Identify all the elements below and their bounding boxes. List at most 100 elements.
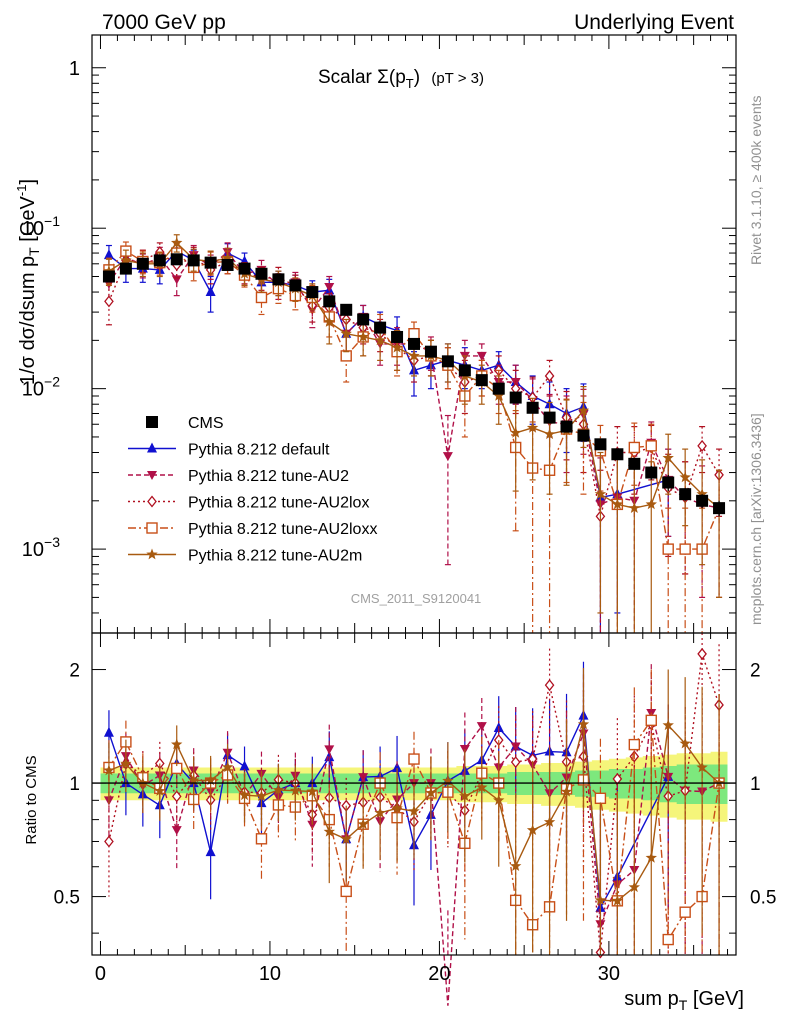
marker [662, 933, 674, 946]
series-4 [103, 241, 725, 633]
marker [102, 270, 115, 283]
marker [221, 761, 234, 773]
main-panel: 1 10−1 10−2 10−3 CMS_2011_S9120041 Scalar Σ… [14, 34, 737, 634]
marker [289, 784, 302, 796]
marker [255, 267, 268, 280]
marker [307, 820, 318, 830]
marker [153, 254, 166, 267]
marker [146, 416, 158, 428]
marker [425, 787, 437, 798]
marker [104, 295, 114, 308]
marker [323, 825, 335, 837]
marker [697, 439, 707, 452]
marker [645, 851, 657, 863]
marker [493, 359, 504, 370]
x-tick-label: 0 [95, 963, 106, 985]
y-tick-label: 1 [69, 58, 80, 80]
marker [442, 774, 454, 786]
series-0 [102, 253, 726, 517]
main-series-layer [102, 234, 726, 633]
marker [188, 774, 200, 786]
marker [493, 390, 505, 401]
marker [119, 262, 132, 275]
marker [510, 426, 522, 438]
marker [221, 252, 234, 264]
marker [560, 420, 573, 433]
rivet-label: Rivet 3.1.10, ≥ 400k events [748, 95, 764, 265]
marker [645, 440, 657, 452]
ratio-y-tick-label-right: 1 [750, 774, 761, 795]
legend-label: Pythia 8.212 tune-AU2loxx [188, 521, 377, 538]
panel-title: Scalar Σ(pT) (pT > 3) [318, 67, 484, 91]
marker [306, 785, 318, 797]
marker [679, 543, 691, 555]
ratio-y-tick-label-right: 0.5 [750, 888, 776, 909]
marker [147, 442, 157, 453]
marker [560, 785, 573, 797]
marker [713, 502, 726, 515]
marker [255, 833, 268, 845]
marker [577, 429, 590, 442]
marker [697, 647, 707, 660]
series-3 [104, 242, 724, 633]
marker [204, 256, 217, 269]
marker [628, 881, 640, 893]
marker [476, 351, 487, 361]
marker [324, 283, 335, 293]
marker [408, 805, 420, 817]
marker [441, 355, 454, 368]
ratio-plot-frame [91, 632, 737, 956]
marker [679, 737, 691, 749]
marker [147, 495, 157, 508]
marker [424, 345, 437, 358]
marker [340, 350, 352, 362]
marker [696, 488, 708, 499]
marker [577, 404, 590, 416]
marker [171, 826, 182, 836]
marker [120, 757, 132, 769]
marker [171, 738, 183, 750]
marker [408, 349, 420, 361]
watermark: CMS_2011_S9120041 [351, 591, 482, 606]
marker [492, 382, 505, 395]
marker [696, 761, 708, 773]
ratio-y-tick-label: 1 [69, 774, 80, 795]
marker [408, 337, 420, 350]
marker [628, 441, 641, 454]
marker [611, 448, 624, 461]
ratio-series-layer [103, 633, 725, 1006]
marker [146, 548, 158, 560]
ratio-y-tick-label: 0.5 [54, 888, 80, 909]
marker [544, 679, 555, 692]
ratio-y-tick-label: 2 [69, 661, 80, 682]
y-tick-label: 10−3 [22, 534, 60, 561]
marker [238, 262, 251, 275]
marker [594, 894, 607, 906]
marker [171, 790, 182, 803]
marker [146, 522, 158, 534]
marker [238, 789, 251, 801]
series-line [108, 250, 669, 499]
marker [493, 794, 505, 806]
marker [289, 279, 302, 292]
marker [306, 286, 319, 299]
marker [662, 451, 674, 463]
x-tick-label: 20 [428, 963, 450, 985]
main-y-ticks: 1 10−1 10−2 10−3 [22, 58, 736, 634]
marker [696, 494, 709, 507]
marker [526, 401, 539, 414]
ratio-y-tick-label-right: 2 [750, 661, 761, 682]
marker [374, 806, 386, 818]
marker [103, 726, 114, 737]
marker [340, 833, 352, 845]
marker [408, 753, 420, 765]
marker [340, 885, 352, 898]
marker [543, 428, 556, 440]
marker [679, 488, 692, 501]
marker [136, 257, 149, 270]
x-tick-label: 30 [598, 963, 620, 985]
marker [442, 452, 453, 462]
marker [543, 411, 556, 424]
marker [662, 719, 674, 731]
